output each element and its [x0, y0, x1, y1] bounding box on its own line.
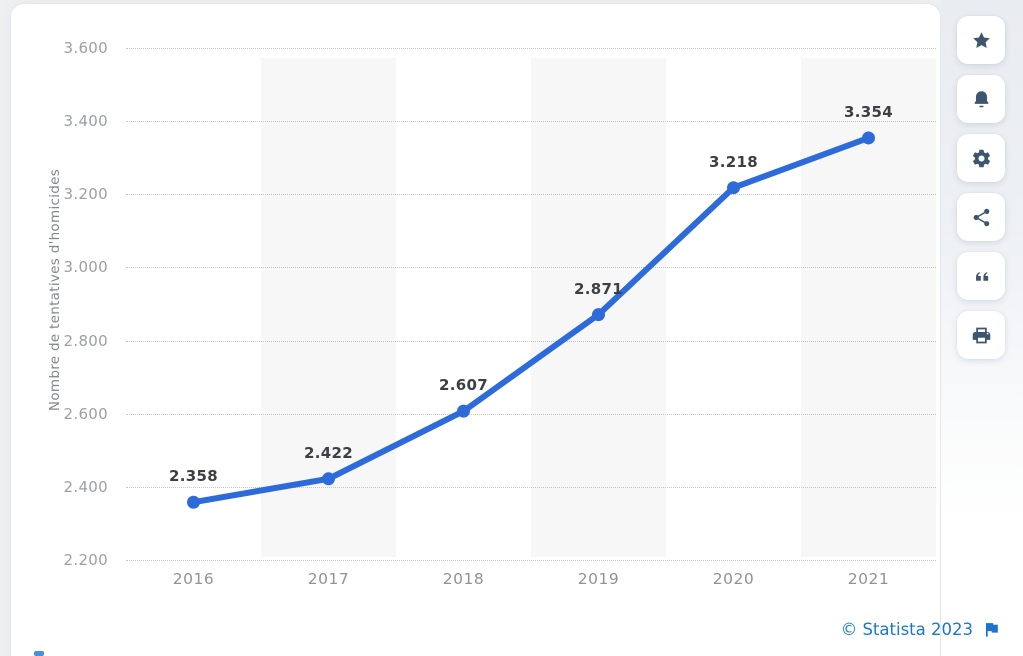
data-point[interactable] [187, 495, 200, 509]
trend-line [190, 134, 872, 506]
y-tick-label: 2.800 [63, 331, 108, 350]
gridline [126, 486, 936, 488]
y-tick-label: 2.400 [63, 477, 108, 496]
data-point[interactable] [592, 308, 605, 322]
data-point-label: 3.218 [709, 152, 758, 171]
gridline [126, 413, 936, 415]
settings-button[interactable] [957, 134, 1005, 182]
favorite-button[interactable] [957, 16, 1005, 64]
gear-icon [971, 148, 992, 169]
gridline [126, 560, 936, 561]
footer: © Statista 2023 [841, 620, 1001, 639]
share-button[interactable] [957, 193, 1005, 241]
data-point-label: 2.607 [439, 376, 488, 395]
plot-area: 3.600 3.400 3.200 3.000 2.800 2.600 2.400 2.200… [64, 39, 936, 588]
data-point[interactable] [322, 472, 335, 486]
gridline [126, 340, 936, 342]
data-point-label: 2.358 [169, 467, 218, 486]
y-tick-label: 3.400 [63, 112, 108, 131]
x-tick-label: 2019 [577, 570, 620, 588]
printer-icon [971, 325, 992, 346]
chart-card [10, 3, 941, 656]
y-tick-label: 3.600 [63, 39, 108, 57]
report-flag-button[interactable] [982, 620, 1001, 639]
print-button[interactable] [957, 311, 1005, 359]
data-point-label: 2.422 [304, 443, 353, 462]
y-axis-title: Nombre de tentatives d'homicides [47, 168, 63, 412]
data-point[interactable] [727, 181, 740, 195]
data-point[interactable] [862, 131, 875, 145]
y-tick-label: 2.200 [63, 551, 108, 569]
quote-icon [971, 266, 992, 287]
x-tick-label: 2021 [847, 570, 890, 588]
partial-hidden-element [34, 651, 44, 656]
data-point-label: 2.871 [574, 279, 623, 298]
data-point[interactable] [457, 404, 470, 418]
data-point-label: 3.354 [844, 102, 893, 121]
gridline [126, 267, 936, 269]
notifications-button[interactable] [957, 75, 1005, 123]
star-icon [971, 30, 992, 51]
chart-action-toolbar [957, 16, 1007, 359]
cite-button[interactable] [957, 252, 1005, 300]
x-tick-label: 2017 [307, 570, 350, 588]
flag-icon [982, 620, 1001, 639]
x-tick-label: 2020 [712, 570, 755, 588]
y-tick-label: 3.200 [63, 185, 108, 204]
statista-copyright-link[interactable]: © Statista 2023 [840, 620, 973, 639]
gridline [126, 48, 936, 49]
bell-icon [971, 89, 992, 110]
x-tick-label: 2016 [172, 570, 215, 588]
x-tick-label: 2018 [442, 570, 485, 588]
y-tick-label: 2.600 [63, 404, 108, 423]
share-icon [971, 207, 992, 228]
gridline [126, 121, 936, 123]
y-tick-label: 3.000 [63, 258, 108, 277]
gridline [126, 194, 936, 196]
plot-band [531, 58, 666, 557]
